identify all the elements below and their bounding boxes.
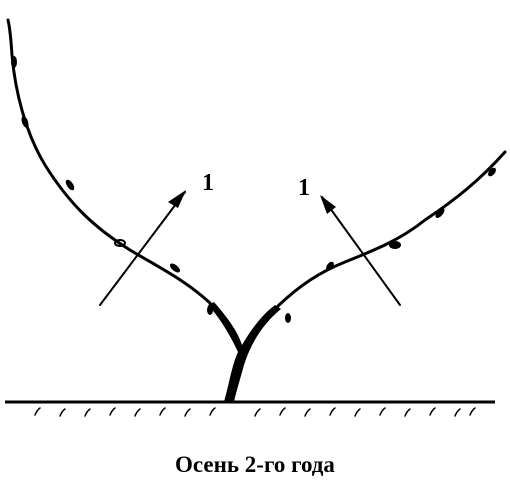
caption: Осень 2-го года (175, 452, 335, 477)
arrow-head (168, 190, 186, 208)
right-cane (276, 150, 507, 308)
arrows (99, 191, 401, 306)
left-cane (6, 18, 212, 305)
annotation: 1 (202, 170, 214, 196)
ground-hatching (34, 407, 476, 417)
arrow-head (320, 195, 336, 214)
trunk (208, 302, 281, 402)
annotation: 1 (298, 175, 310, 201)
buds (11, 56, 496, 323)
